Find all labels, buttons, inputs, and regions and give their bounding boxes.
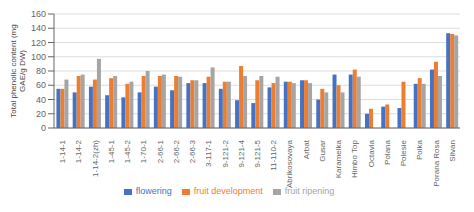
svg-text:9-121-2: 9-121-2 [221,139,230,167]
svg-text:120: 120 [31,38,46,48]
svg-text:80: 80 [36,66,46,76]
svg-text:Porana Rosa: Porana Rosa [432,139,441,186]
svg-text:9-121-4: 9-121-4 [237,139,246,167]
svg-text:9-121-5: 9-121-5 [253,139,262,167]
svg-text:140: 140 [31,23,46,33]
svg-text:Himbo Top: Himbo Top [350,139,359,178]
svg-text:160: 160 [31,9,46,19]
svg-text:60: 60 [36,80,46,90]
svg-text:Octavia: Octavia [367,139,376,167]
svg-text:20: 20 [36,109,46,119]
svg-text:Polana: Polana [383,139,392,164]
svg-text:1-14-2(zh): 1-14-2(zh) [91,140,100,177]
svg-text:Polesie: Polesie [399,139,408,166]
svg-text:11-110-2: 11-110-2 [269,139,278,170]
svg-text:2-66-2: 2-66-2 [172,139,181,163]
svg-text:40: 40 [36,95,46,105]
svg-text:Abrikosovaya: Abrikosovaya [285,139,294,188]
html-text:fruit ripening: fruit ripening [284,186,335,196]
html-text:flowering: flowering [135,186,172,196]
svg-text:Arbat: Arbat [302,139,311,159]
svg-text:1-45-2: 1-45-2 [123,139,132,163]
svg-text:Silvan: Silvan [448,140,457,162]
svg-text:Gusar: Gusar [318,140,327,162]
svg-text:1-14-2: 1-14-2 [74,139,83,163]
svg-text:Polka: Polka [415,139,424,160]
svg-text:3-117-1: 3-117-1 [204,139,213,167]
svg-text:100: 100 [31,52,46,62]
svg-text:1-14-1: 1-14-1 [58,139,67,163]
svg-text:0: 0 [41,123,46,133]
html-text:fruit development: fruit development [193,186,263,196]
svg-text:Total phenolic content (mgGAE/: Total phenolic content (mgGAE/g DW) [9,24,27,117]
svg-text:1-70-1: 1-70-1 [139,139,148,163]
svg-text:Karamelka: Karamelka [334,139,343,178]
svg-text:2-66-3: 2-66-3 [188,139,197,163]
svg-text:2-66-1: 2-66-1 [156,139,165,163]
svg-text:1-45-1: 1-45-1 [107,139,116,163]
